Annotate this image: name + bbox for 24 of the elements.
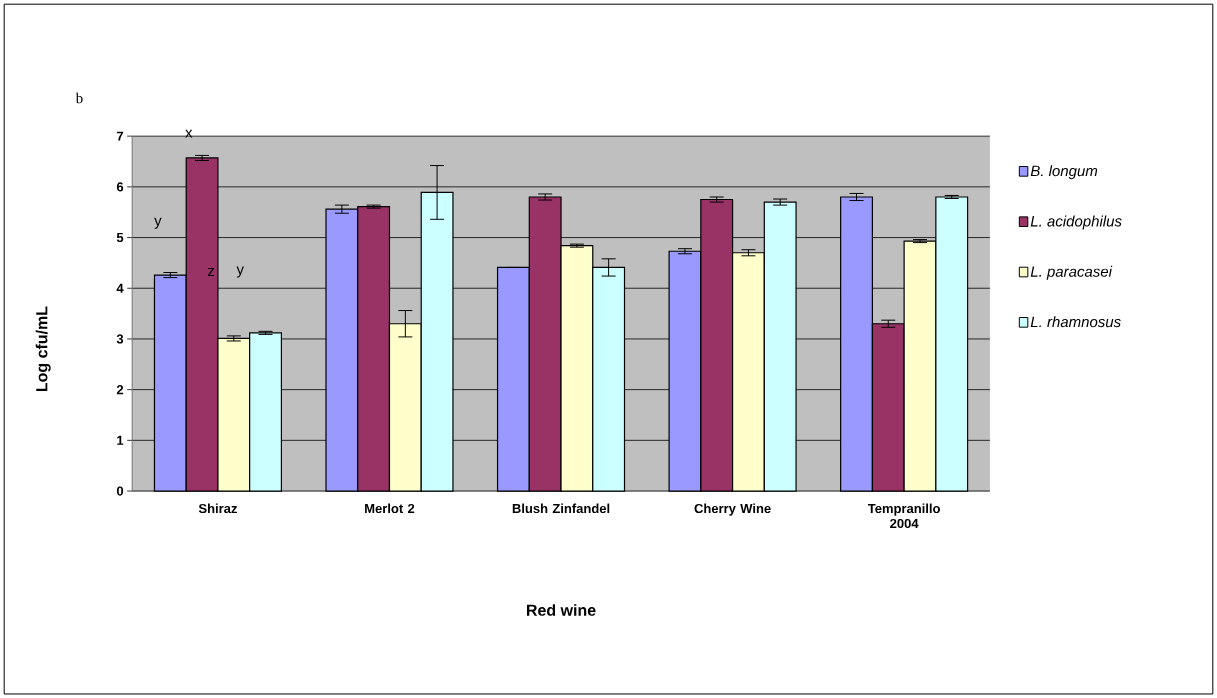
annotation: z	[207, 267, 215, 276]
y-tick-label: 4	[116, 283, 124, 293]
y-tick-label: 3	[116, 334, 124, 344]
y-tick-label: 1	[117, 435, 124, 445]
y-tick-label: 0	[116, 486, 124, 496]
legend-label: L. rhamnosus	[1030, 316, 1121, 328]
annotation: y	[154, 217, 162, 229]
y-axis-title: Log cfu/mL	[35, 306, 51, 392]
y-tick-label: 5	[116, 232, 124, 242]
x-tick-label: Cherry Wine	[694, 503, 771, 516]
y-tick-label: 7	[116, 131, 124, 141]
x-tick-label: Tempranillo 2004	[867, 503, 940, 529]
legend-label: L. acidophilus	[1030, 215, 1122, 230]
annotation: x	[185, 129, 193, 138]
y-tick-label: 2	[116, 385, 124, 395]
x-tick-label: Shiraz	[198, 503, 237, 514]
chart-title: b	[75, 92, 83, 104]
x-tick-label: Merlot 2	[365, 503, 415, 514]
x-axis-title: Red wine	[527, 604, 596, 616]
legend-label: B. longum	[1030, 165, 1098, 180]
y-tick-label: 6	[116, 182, 124, 192]
legend-label: L. paracasei	[1030, 265, 1113, 280]
x-tick-label: Blush Zinfandel	[512, 503, 610, 514]
annotation: y	[236, 266, 244, 278]
